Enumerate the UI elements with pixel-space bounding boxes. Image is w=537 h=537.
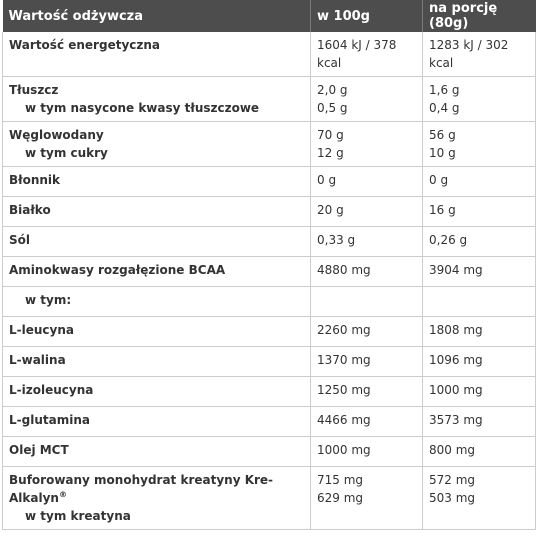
row-name-cell: Buforowany monohydrat kreatyny Kre-Alkal… (2, 466, 311, 530)
table-row: L-izoleucyna 1250 mg 1000 mg (2, 376, 536, 407)
row-name-cell: Tłuszcz w tym nasycone kwasy tłuszczowe (2, 76, 311, 122)
row-name: w tym: (25, 293, 72, 307)
row-name: Buforowany monohydrat kreatyny Kre-Alkal… (9, 473, 274, 505)
row-value-100g: 1000 mg (310, 436, 423, 467)
row-value-100g: 4466 mg (310, 406, 423, 437)
row-name: L-walina (2, 346, 311, 377)
table-row: Sól 0,33 g 0,26 g (2, 226, 536, 257)
row-subvalue-100g: 0,5 g (317, 101, 348, 115)
row-name-cell: Węglowodany w tym cukry (2, 121, 311, 167)
row-value-100g-cell: 70 g 12 g (310, 121, 423, 167)
row-value-portion: 0 g (422, 166, 536, 197)
row-name: Błonnik (2, 166, 311, 197)
row-value-portion (422, 286, 536, 317)
row-name-cell: w tym: (2, 286, 311, 317)
row-name-line: Buforowany monohydrat kreatyny Kre-Alkal… (9, 471, 304, 507)
table-row: Węglowodany w tym cukry 70 g 12 g 56 g 1… (2, 121, 536, 167)
row-subname: w tym cukry (25, 146, 108, 160)
row-name: Białko (2, 196, 311, 227)
row-value-100g (310, 286, 423, 317)
row-value-portion: 1808 mg (422, 316, 536, 347)
registered-mark: ® (58, 490, 67, 499)
row-value-portion: 572 mg (429, 473, 476, 487)
table-row: Buforowany monohydrat kreatyny Kre-Alkal… (2, 466, 536, 530)
header-nutrient: Wartość odżywcza (2, 0, 311, 32)
row-value-100g: 1370 mg (310, 346, 423, 377)
table-row: Białko 20 g 16 g (2, 196, 536, 227)
row-subvalue-portion: 503 mg (429, 491, 476, 505)
row-value-portion: 1283 kJ / 302 kcal (422, 32, 536, 77)
row-value-portion-cell: 1,6 g 0,4 g (422, 76, 536, 122)
row-value-100g: 70 g (317, 128, 344, 142)
table-row: Wartość energetyczna 1604 kJ / 378 kcal … (2, 32, 536, 77)
row-value-100g: 2260 mg (310, 316, 423, 347)
row-value-portion: 3904 mg (422, 256, 536, 287)
row-subvalue-100g: 629 mg (317, 491, 364, 505)
header-per-100g: w 100g (310, 0, 423, 32)
row-subname: w tym nasycone kwasy tłuszczowe (25, 101, 260, 115)
row-name: Tłuszcz (9, 83, 59, 97)
row-value-100g: 2,0 g (317, 83, 348, 97)
row-value-portion: 16 g (422, 196, 536, 227)
row-value-portion: 1,6 g (429, 83, 460, 97)
row-value-100g-cell: 2,0 g 0,5 g (310, 76, 423, 122)
row-value-100g: 20 g (310, 196, 423, 227)
row-value-100g: 1604 kJ / 378 kcal (310, 32, 423, 77)
row-value-100g-cell: 715 mg 629 mg (310, 466, 423, 530)
table-row: Aminokwasy rozgałęzione BCAA 4880 mg 390… (2, 256, 536, 287)
row-value-100g: 0 g (310, 166, 423, 197)
row-name: Olej MCT (2, 436, 311, 467)
row-value-100g: 0,33 g (310, 226, 423, 257)
row-name: L-leucyna (2, 316, 311, 347)
row-value-portion-cell: 56 g 10 g (422, 121, 536, 167)
table-row: w tym: (2, 286, 536, 317)
row-value-portion: 1096 mg (422, 346, 536, 377)
table-row: Olej MCT 1000 mg 800 mg (2, 436, 536, 467)
table-row: L-walina 1370 mg 1096 mg (2, 346, 536, 377)
row-name: L-izoleucyna (2, 376, 311, 407)
row-subvalue-portion: 10 g (429, 146, 456, 160)
table-row: L-glutamina 4466 mg 3573 mg (2, 406, 536, 437)
row-value-portion: 1000 mg (422, 376, 536, 407)
row-value-portion: 56 g (429, 128, 456, 142)
row-subvalue-100g: 12 g (317, 146, 344, 160)
row-value-100g: 1250 mg (310, 376, 423, 407)
row-name: Wartość energetyczna (2, 32, 311, 77)
row-value-100g: 4880 mg (310, 256, 423, 287)
table-header-row: Wartość odżywcza w 100g na porcję (80g) (2, 0, 536, 32)
row-value-portion: 800 mg (422, 436, 536, 467)
row-subvalue-portion: 0,4 g (429, 101, 460, 115)
row-value-100g: 715 mg (317, 473, 364, 487)
row-value-portion: 3573 mg (422, 406, 536, 437)
row-name: Aminokwasy rozgałęzione BCAA (2, 256, 311, 287)
row-name: Sól (2, 226, 311, 257)
row-name: Węglowodany (9, 128, 104, 142)
row-name: L-glutamina (2, 406, 311, 437)
row-value-portion: 0,26 g (422, 226, 536, 257)
row-value-portion-cell: 572 mg 503 mg (422, 466, 536, 530)
table-row: Błonnik 0 g 0 g (2, 166, 536, 197)
table-row: Tłuszcz w tym nasycone kwasy tłuszczowe … (2, 76, 536, 122)
row-subname: w tym kreatyna (25, 509, 131, 523)
header-per-portion: na porcję (80g) (429, 1, 498, 31)
table-row: L-leucyna 2260 mg 1808 mg (2, 316, 536, 347)
